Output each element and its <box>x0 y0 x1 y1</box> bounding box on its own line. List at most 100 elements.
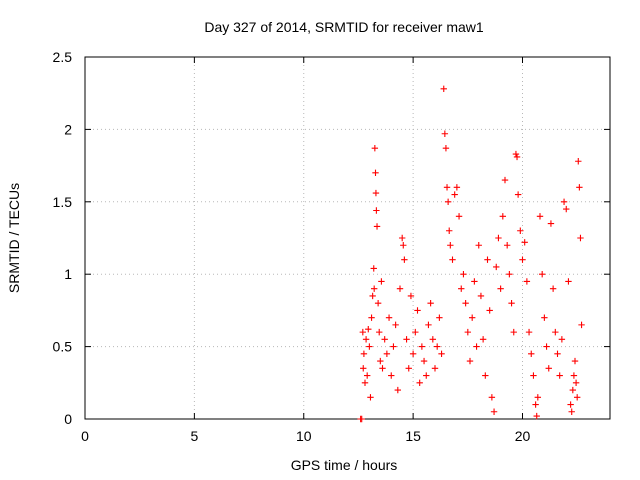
data-point-0-44 <box>420 357 428 365</box>
data-point-0-12 <box>369 292 376 300</box>
x-tick-label-1: 5 <box>190 428 198 444</box>
data-point-0-30 <box>392 321 399 329</box>
data-point-0-7 <box>363 372 371 379</box>
data-point-0-54 <box>441 130 449 137</box>
data-point-0-80 <box>493 263 500 271</box>
data-point-0-62 <box>453 184 461 191</box>
data-point-0-72 <box>475 242 482 249</box>
data-point-0-100 <box>533 412 540 420</box>
data-point-0-57 <box>444 198 452 205</box>
data-point-0-13 <box>370 265 377 272</box>
data-point-0-15 <box>371 145 379 152</box>
plot-frame <box>84 56 611 420</box>
data-point-0-74 <box>479 336 487 343</box>
data-point-0-69 <box>468 314 476 321</box>
y-tick-label-4: 2 <box>64 121 72 137</box>
data-point-0-85 <box>503 242 511 249</box>
data-point-0-25 <box>381 336 388 343</box>
data-point-0-73 <box>477 292 485 300</box>
data-point-0-89 <box>512 150 520 158</box>
data-point-0-33 <box>398 234 406 242</box>
data-point-0-22 <box>377 357 384 365</box>
data-point-0-9 <box>366 343 373 350</box>
y-axis-label: SRMTID / TECUs <box>6 183 22 293</box>
data-point-0-71 <box>473 343 480 350</box>
data-point-0-77 <box>486 307 493 314</box>
data-point-0-91 <box>514 191 522 198</box>
data-point-0-124 <box>576 184 583 191</box>
data-point-0-114 <box>563 205 570 213</box>
data-point-0-4 <box>360 350 368 358</box>
data-point-0-32 <box>396 285 404 292</box>
data-point-0-34 <box>400 242 407 249</box>
data-point-0-81 <box>495 234 502 242</box>
data-point-0-46 <box>425 321 432 329</box>
data-point-0-10 <box>367 394 374 401</box>
x-tick-label-0: 0 <box>81 428 89 444</box>
data-point-0-1 <box>358 415 365 423</box>
data-point-0-97 <box>528 350 535 358</box>
data-point-0-48 <box>429 336 437 343</box>
data-point-0-23 <box>378 278 385 285</box>
x-axis-label: GPS time / hours <box>291 457 398 473</box>
data-point-0-26 <box>383 350 391 358</box>
data-point-0-3 <box>360 365 367 372</box>
data-point-0-103 <box>538 271 546 278</box>
data-point-0-79 <box>490 408 498 415</box>
data-point-0-75 <box>482 372 489 379</box>
data-point-0-106 <box>545 365 552 372</box>
data-point-0-64 <box>458 285 465 292</box>
data-point-0-65 <box>460 271 467 278</box>
data-point-0-49 <box>431 365 439 372</box>
data-point-0-82 <box>497 285 504 292</box>
data-point-0-110 <box>554 350 561 358</box>
data-point-0-19 <box>373 223 381 230</box>
y-tick-label-0: 0 <box>64 411 72 427</box>
data-point-0-11 <box>368 314 375 321</box>
data-point-0-117 <box>568 408 575 415</box>
data-point-0-119 <box>570 372 578 379</box>
data-point-0-41 <box>414 307 421 314</box>
data-point-0-87 <box>508 299 515 307</box>
data-point-0-94 <box>521 239 528 246</box>
data-point-0-70 <box>471 278 478 285</box>
data-points <box>357 85 585 423</box>
data-point-0-116 <box>567 401 574 408</box>
data-point-0-88 <box>510 328 517 336</box>
data-point-0-102 <box>536 213 544 220</box>
data-point-0-43 <box>418 343 426 350</box>
data-point-0-78 <box>488 394 496 401</box>
y-tick-label-1: 0.5 <box>53 339 73 355</box>
data-point-0-86 <box>506 271 513 278</box>
data-point-0-115 <box>565 278 572 285</box>
data-point-0-27 <box>385 314 393 321</box>
data-point-0-39 <box>409 350 417 358</box>
data-point-0-47 <box>427 299 434 307</box>
x-tick-label-2: 10 <box>296 428 312 444</box>
data-point-0-90 <box>513 153 521 161</box>
data-point-0-60 <box>449 256 456 263</box>
data-point-0-92 <box>517 227 524 234</box>
data-point-0-112 <box>558 336 566 343</box>
data-point-0-8 <box>365 326 372 333</box>
x-tick-label-4: 20 <box>515 428 531 444</box>
data-point-0-36 <box>403 336 410 343</box>
data-point-0-24 <box>379 365 386 372</box>
data-point-0-51 <box>436 314 443 321</box>
y-tick-label-3: 1.5 <box>53 194 73 210</box>
data-point-0-40 <box>412 328 419 336</box>
data-point-0-14 <box>370 285 378 292</box>
data-point-0-83 <box>499 213 507 220</box>
data-point-0-63 <box>455 213 463 220</box>
tick-labels: 0 5 10 15 20 0 0.5 1 1.5 2 2.5 <box>53 49 531 444</box>
data-point-0-45 <box>423 372 430 379</box>
data-point-0-20 <box>374 299 382 307</box>
data-point-0-68 <box>466 357 474 365</box>
data-point-0-108 <box>549 285 557 292</box>
data-point-0-98 <box>530 372 537 379</box>
data-point-0-5 <box>361 379 369 386</box>
data-point-0-53 <box>440 85 447 93</box>
data-point-0-76 <box>484 256 491 263</box>
